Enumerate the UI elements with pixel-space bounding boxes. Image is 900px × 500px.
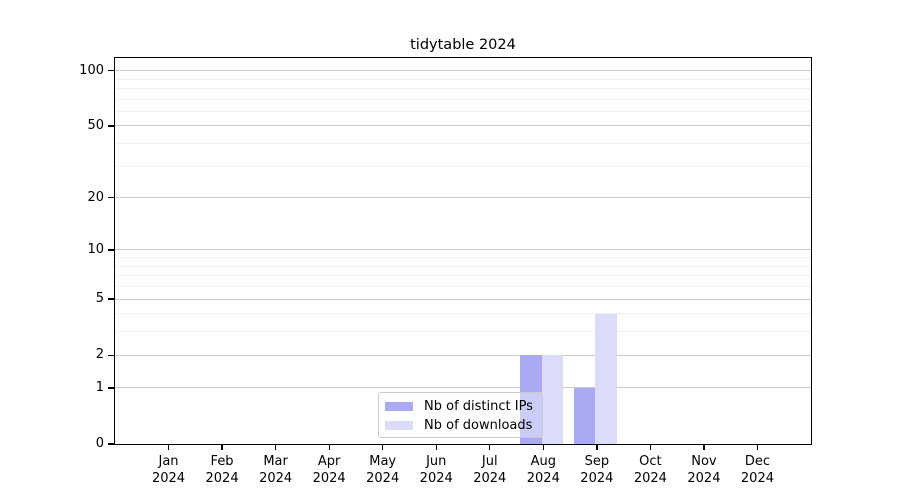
major-gridline bbox=[115, 249, 811, 251]
x-tick-label: Aug 2024 bbox=[526, 454, 560, 486]
y-axis-tick bbox=[108, 443, 114, 445]
minor-gridline bbox=[115, 98, 811, 100]
x-tick-label: Jun 2024 bbox=[419, 454, 453, 486]
y-tick-label: 2 bbox=[95, 347, 104, 363]
x-axis-tick bbox=[489, 445, 491, 450]
bar-downloads bbox=[541, 355, 564, 444]
minor-gridline bbox=[115, 257, 811, 259]
y-axis-tick bbox=[108, 69, 114, 72]
x-axis-tick bbox=[649, 445, 652, 450]
minor-gridline bbox=[115, 165, 811, 167]
x-tick-label: Jan 2024 bbox=[151, 454, 186, 486]
chart-title: tidytable 2024 bbox=[410, 37, 516, 53]
major-gridline bbox=[115, 125, 811, 127]
x-tick-label: Mar 2024 bbox=[259, 454, 293, 486]
bar-downloads bbox=[595, 313, 617, 444]
legend-swatch-downloads bbox=[385, 421, 413, 430]
y-axis-tick bbox=[108, 387, 114, 389]
x-axis-tick bbox=[275, 445, 277, 450]
x-axis-tick bbox=[703, 445, 705, 450]
y-axis-tick bbox=[108, 125, 114, 127]
minor-gridline bbox=[115, 110, 811, 112]
minor-gridline bbox=[115, 143, 811, 145]
minor-gridline bbox=[115, 286, 811, 288]
major-gridline bbox=[115, 197, 811, 199]
x-tick-label: Feb 2024 bbox=[205, 454, 239, 486]
y-axis-tick bbox=[108, 249, 114, 251]
plot-area bbox=[115, 58, 811, 444]
y-tick-label: 50 bbox=[87, 117, 104, 133]
x-tick-label: Nov 2024 bbox=[687, 454, 721, 486]
x-axis-tick bbox=[328, 445, 330, 450]
x-axis-tick bbox=[167, 445, 170, 450]
minor-gridline bbox=[115, 78, 811, 80]
minor-gridline bbox=[115, 313, 811, 315]
legend-item-distinct-ips: Nb of distinct IPs bbox=[379, 397, 542, 416]
x-tick-label: Sep 2024 bbox=[580, 454, 614, 486]
y-axis-tick bbox=[108, 298, 114, 300]
y-tick-label: 10 bbox=[87, 241, 104, 257]
x-axis-tick bbox=[221, 445, 223, 450]
major-gridline bbox=[115, 387, 811, 389]
minor-gridline bbox=[115, 331, 811, 333]
legend-label-downloads: Nb of downloads bbox=[424, 418, 533, 433]
x-tick-label: Apr 2024 bbox=[312, 454, 346, 486]
legend-label-distinct-ips: Nb of distinct IPs bbox=[424, 399, 533, 414]
y-axis-tick bbox=[108, 354, 114, 356]
bar-distinct-ips bbox=[520, 355, 542, 444]
x-axis-tick bbox=[756, 445, 759, 450]
x-tick-label: Jul 2024 bbox=[473, 454, 507, 486]
y-tick-label: 5 bbox=[95, 291, 104, 307]
x-axis-tick bbox=[382, 445, 384, 450]
x-tick-label: May 2024 bbox=[366, 454, 400, 486]
y-tick-label: 20 bbox=[87, 189, 104, 205]
legend-swatch-distinct-ips bbox=[385, 402, 413, 411]
x-axis-tick bbox=[542, 445, 544, 450]
y-tick-label: 100 bbox=[79, 62, 104, 78]
minor-gridline bbox=[115, 275, 811, 277]
minor-gridline bbox=[115, 87, 811, 89]
y-tick-label: 1 bbox=[95, 379, 104, 395]
legend-item-downloads: Nb of downloads bbox=[379, 416, 542, 435]
x-axis-tick bbox=[596, 445, 598, 450]
major-gridline bbox=[115, 354, 811, 356]
x-axis-tick bbox=[435, 445, 437, 450]
x-tick-label: Oct 2024 bbox=[633, 454, 667, 486]
x-tick-label: Dec 2024 bbox=[740, 454, 774, 486]
y-axis-tick bbox=[108, 197, 114, 199]
minor-gridline bbox=[115, 265, 811, 267]
major-gridline bbox=[115, 70, 811, 72]
y-tick-label: 0 bbox=[95, 436, 104, 451]
legend: Nb of distinct IPs Nb of downloads bbox=[378, 392, 543, 438]
bar-distinct-ips bbox=[574, 387, 596, 444]
major-gridline bbox=[115, 298, 811, 300]
